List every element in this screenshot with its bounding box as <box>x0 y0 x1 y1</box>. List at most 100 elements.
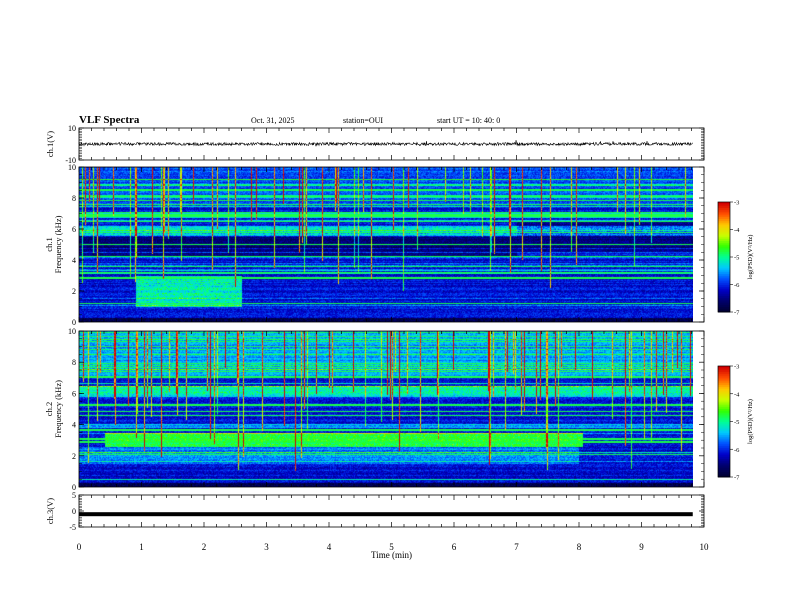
colorbar-swatch <box>718 454 730 458</box>
y-tick-label: 0 <box>72 318 76 327</box>
colorbar-swatch <box>718 419 730 422</box>
y-tick-label: 4 <box>72 256 76 265</box>
colorbar-swatch <box>718 306 730 309</box>
colorbar-swatch <box>718 403 730 406</box>
colorbar-swatch <box>718 408 730 411</box>
colorbar-swatch <box>718 464 730 467</box>
colorbar-swatch <box>718 445 730 448</box>
y-axis-label: ch.1Frequency (kHz) <box>44 215 63 273</box>
spectrogram-image-ch2 <box>79 331 693 487</box>
colorbar-swatch <box>718 371 730 374</box>
colorbar-swatch <box>718 266 730 269</box>
colorbar-swatch <box>718 290 730 293</box>
colorbar-swatch <box>718 222 730 225</box>
colorbar-swatch <box>718 310 730 313</box>
y-tick-label: 10 <box>68 124 76 133</box>
colorbar-tick-label: -4 <box>734 391 740 398</box>
colorbar-swatch <box>718 205 730 208</box>
colorbar-swatch <box>718 440 730 443</box>
colorbar-tick-label: -7 <box>734 475 740 482</box>
colorbar-swatch <box>718 216 730 219</box>
colorbar-swatch <box>718 462 730 465</box>
y-tick-label: 4 <box>72 421 76 430</box>
y-tick-label: 10 <box>68 327 76 336</box>
figure-title: VLF Spectra <box>79 114 140 126</box>
colorbar-swatch <box>718 475 730 478</box>
colorbar-swatch <box>718 233 730 236</box>
colorbar-swatch <box>718 393 730 397</box>
x-tick-label: 5 <box>389 542 394 552</box>
colorbar-swatch <box>718 257 730 260</box>
x-tick-label: 0 <box>77 542 82 552</box>
colorbar-swatch <box>718 390 730 393</box>
colorbar-swatch <box>718 473 730 476</box>
x-tick-label: 3 <box>264 542 269 552</box>
x-tick-label: 6 <box>452 542 457 552</box>
y-tick-label: 10 <box>68 163 76 172</box>
x-tick-label: 9 <box>639 542 644 552</box>
colorbar-tick-label: -3 <box>734 200 739 207</box>
colorbar-swatch <box>718 414 730 417</box>
colorbar-swatch <box>718 412 730 415</box>
colorbar-swatch <box>718 218 730 221</box>
x-tick-label: 8 <box>577 542 582 552</box>
y-tick-label: 6 <box>72 225 76 234</box>
colorbar-tick-label: -4 <box>734 227 740 234</box>
y-axis-label: ch.2Frequency (kHz) <box>44 380 63 438</box>
colorbar-swatch <box>718 238 730 241</box>
colorbar-swatch <box>718 460 730 463</box>
colorbar-swatch <box>718 288 730 291</box>
colorbar-swatch <box>718 301 730 304</box>
colorbar-swatch <box>718 432 730 435</box>
colorbar-swatch <box>718 304 730 307</box>
colorbar-swatch <box>718 380 730 384</box>
colorbar-label-text: log(PSD)(V²/Hz) <box>747 235 754 280</box>
colorbar-swatch <box>718 391 730 395</box>
colorbar-swatch <box>718 268 730 271</box>
colorbar-tick-label: -6 <box>734 447 740 454</box>
x-tick-label: 10 <box>700 542 710 552</box>
colorbar-swatch <box>718 224 730 227</box>
colorbar-swatch <box>718 456 730 459</box>
x-tick-label: 4 <box>327 542 332 552</box>
colorbar-swatch <box>718 231 730 234</box>
colorbar-swatch <box>718 386 730 389</box>
colorbar-swatch <box>718 236 730 240</box>
colorbar-swatch <box>718 447 730 450</box>
colorbar-swatch <box>718 277 730 280</box>
colorbar-swatch <box>718 229 730 232</box>
colorbar-swatch <box>718 465 730 469</box>
colorbar-swatch <box>718 410 730 413</box>
colorbar-swatch <box>718 227 730 230</box>
colorbar: -3 -4 -5 -6 -7 log(PSD)(V²/Hz) <box>717 200 754 317</box>
colorbar-swatch <box>718 273 730 276</box>
colorbar-swatch <box>718 247 730 251</box>
y-axis-label: ch.1(V) <box>45 131 55 157</box>
y-tick-label: 0 <box>72 483 76 492</box>
colorbar-label: log(PSD)(V²/Hz) <box>747 399 754 444</box>
colorbar-swatch <box>718 203 730 207</box>
x-ticks <box>78 167 705 322</box>
colorbar-swatch <box>718 251 730 254</box>
x-ticks <box>78 331 705 487</box>
colorbar-swatch <box>718 275 730 278</box>
colorbar-swatch <box>718 253 730 256</box>
colorbar-swatch <box>718 469 730 472</box>
colorbar-swatch <box>718 369 730 373</box>
colorbar-swatch <box>718 443 730 447</box>
colorbar-swatch <box>718 299 730 302</box>
colorbar-tick-label: -7 <box>734 310 740 317</box>
colorbar-swatch <box>718 415 730 419</box>
colorbar-swatch <box>718 297 730 300</box>
colorbar-swatch <box>718 441 730 445</box>
colorbar-swatch <box>718 293 730 296</box>
date-label: Oct. 31, 2025 <box>251 116 295 125</box>
y-tick-label: 6 <box>72 389 76 398</box>
colorbar-swatch <box>718 395 730 398</box>
colorbar-swatch <box>718 202 730 205</box>
colorbar-swatch <box>718 388 730 391</box>
colorbar-swatch <box>718 375 730 378</box>
colorbar-swatch <box>718 235 730 238</box>
x-tick-label: 2 <box>202 542 207 552</box>
